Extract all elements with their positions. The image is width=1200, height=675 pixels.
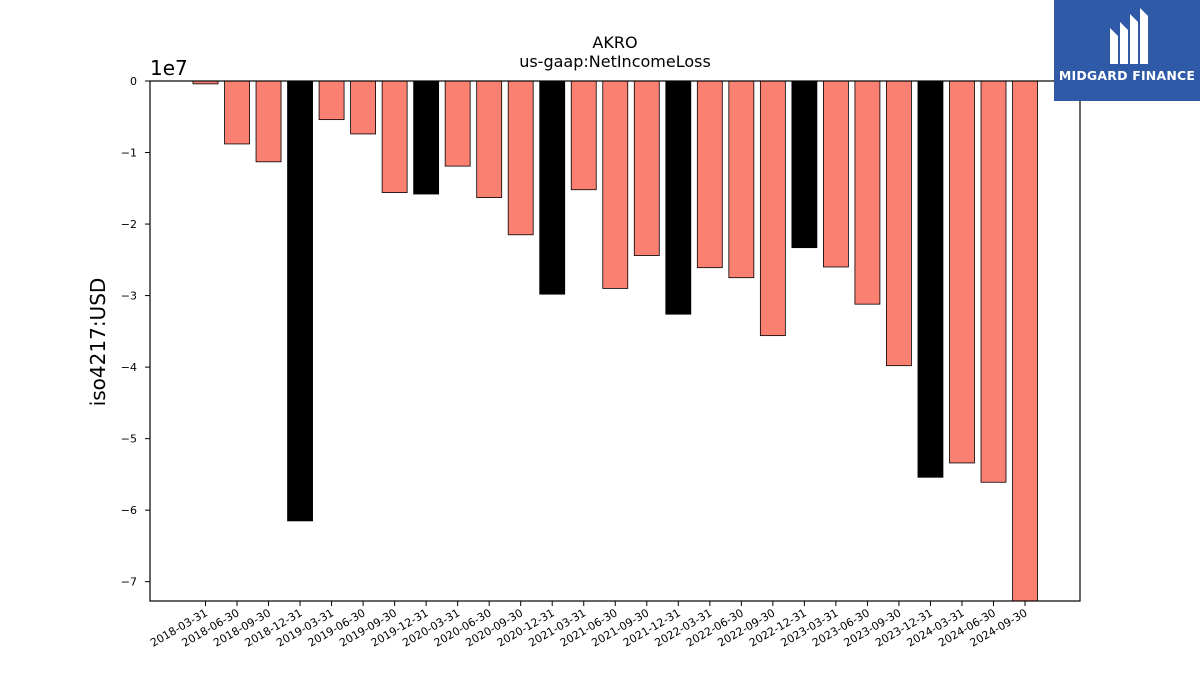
- y-tick-label: −2: [121, 218, 137, 231]
- chart-subtitle: us-gaap:NetIncomeLoss: [519, 52, 711, 71]
- bar-2018-09-30: [255, 80, 282, 163]
- bar-2021-06-30: [602, 80, 629, 289]
- y-tick-label: −3: [121, 290, 137, 303]
- y-tick-label: 0: [130, 75, 137, 88]
- bar-2019-12-31: [413, 80, 440, 195]
- chart-title: AKRO: [592, 33, 637, 52]
- bar-2020-12-31: [539, 80, 566, 295]
- bar-2019-09-30: [381, 80, 408, 193]
- y-axis-ticks: 0 −1 −2 −3 −4 −5 −6 −7: [121, 75, 150, 589]
- bar-2023-12-31: [917, 80, 944, 478]
- plot-frame: [149, 80, 1081, 602]
- y-scale-label: 1e7: [150, 56, 188, 80]
- bar-2019-03-31: [318, 80, 345, 121]
- bar-2018-12-31: [287, 80, 313, 522]
- bar-2022-09-30: [759, 80, 786, 337]
- bar-2020-03-31: [444, 80, 471, 167]
- y-tick-label: −4: [121, 361, 137, 374]
- y-tick-label: −6: [121, 504, 137, 517]
- bar-2021-12-31: [665, 80, 692, 315]
- bar-2019-06-30: [350, 80, 377, 135]
- bar-2018-06-30: [224, 80, 250, 145]
- logo-icon: [1110, 8, 1148, 64]
- logo-text: MIDGARD FINANCE: [1058, 68, 1196, 83]
- bar-2022-03-31: [696, 80, 723, 269]
- bar-2020-09-30: [507, 80, 534, 236]
- bar-2020-06-30: [476, 80, 503, 198]
- bar-2023-09-30: [886, 80, 912, 367]
- bar-2024-06-30: [980, 80, 1007, 483]
- x-axis-ticks: 2018-03-312018-06-302018-09-302018-12-31…: [148, 601, 1030, 650]
- y-axis-label: iso4217:USD: [86, 278, 110, 407]
- bar-2024-09-30: [1012, 80, 1038, 602]
- bar-2021-03-31: [570, 80, 597, 191]
- bars-group: [192, 80, 1038, 602]
- y-tick-label: −7: [121, 576, 137, 589]
- bar-2024-03-31: [949, 80, 975, 464]
- y-tick-label: −5: [121, 433, 137, 446]
- bar-2022-12-31: [791, 80, 818, 249]
- bar-2022-06-30: [728, 80, 755, 279]
- bar-2023-06-30: [854, 80, 881, 305]
- y-tick-label: −1: [121, 147, 137, 160]
- brand-logo: MIDGARD FINANCE: [1054, 0, 1200, 101]
- bar-2021-09-30: [633, 80, 660, 256]
- bar-2023-03-31: [823, 80, 849, 268]
